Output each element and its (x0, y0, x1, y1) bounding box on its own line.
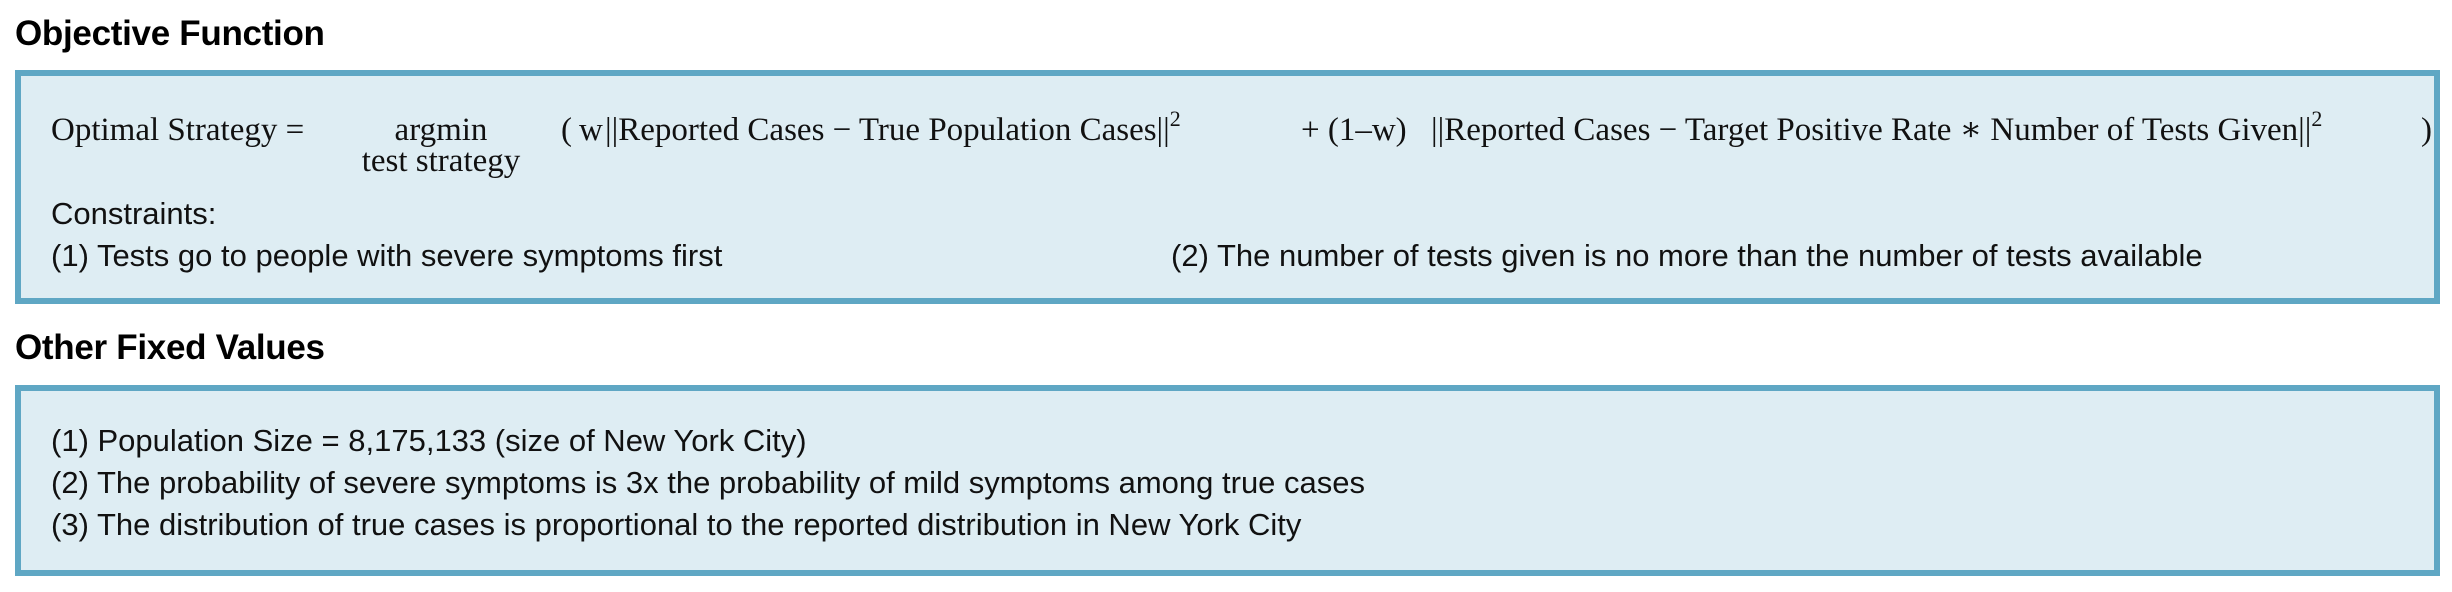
equation-open-paren: ( (561, 112, 572, 148)
equation-term1-power: 2 (1169, 106, 1181, 131)
constraints-label: Constraints: (51, 196, 217, 231)
other-fixed-values-heading: Other Fixed Values (15, 328, 325, 367)
constraint-item: (2) The number of tests given is no more… (1171, 238, 2203, 273)
equation-weight: w (579, 112, 603, 148)
equation-term2-power: 2 (2311, 106, 2323, 131)
equation-lhs: Optimal Strategy = (51, 112, 305, 148)
objective-function-heading: Objective Function (15, 14, 325, 53)
fixed-value-item: (2) The probability of severe symptoms i… (51, 465, 1366, 500)
equation-term2: ||Reported Cases − Target Positive Rate … (1431, 106, 2322, 153)
objective-function-panel: Optimal Strategy = argmin test strategy … (15, 70, 2440, 304)
equation-term1: ||Reported Cases − True Population Cases… (605, 106, 1181, 153)
equation-term1-text: ||Reported Cases − True Population Cases… (605, 112, 1170, 148)
equation-one-minus-weight: + (1–w) (1301, 112, 1407, 148)
argmin-subscript: test strategy (361, 143, 521, 179)
argmin-label: argmin (394, 112, 488, 148)
equation-term2-text: ||Reported Cases − Target Positive Rate … (1431, 112, 2312, 148)
fixed-value-item: (1) Population Size = 8,175,133 (size of… (51, 423, 807, 458)
argmin-operator: argmin test strategy (351, 110, 531, 179)
constraint-item: (1) Tests go to people with severe sympt… (51, 238, 723, 273)
fixed-value-item: (3) The distribution of true cases is pr… (51, 507, 1302, 542)
equation-close-paren: ) (2421, 112, 2432, 148)
other-fixed-values-panel: (1) Population Size = 8,175,133 (size of… (15, 385, 2440, 576)
